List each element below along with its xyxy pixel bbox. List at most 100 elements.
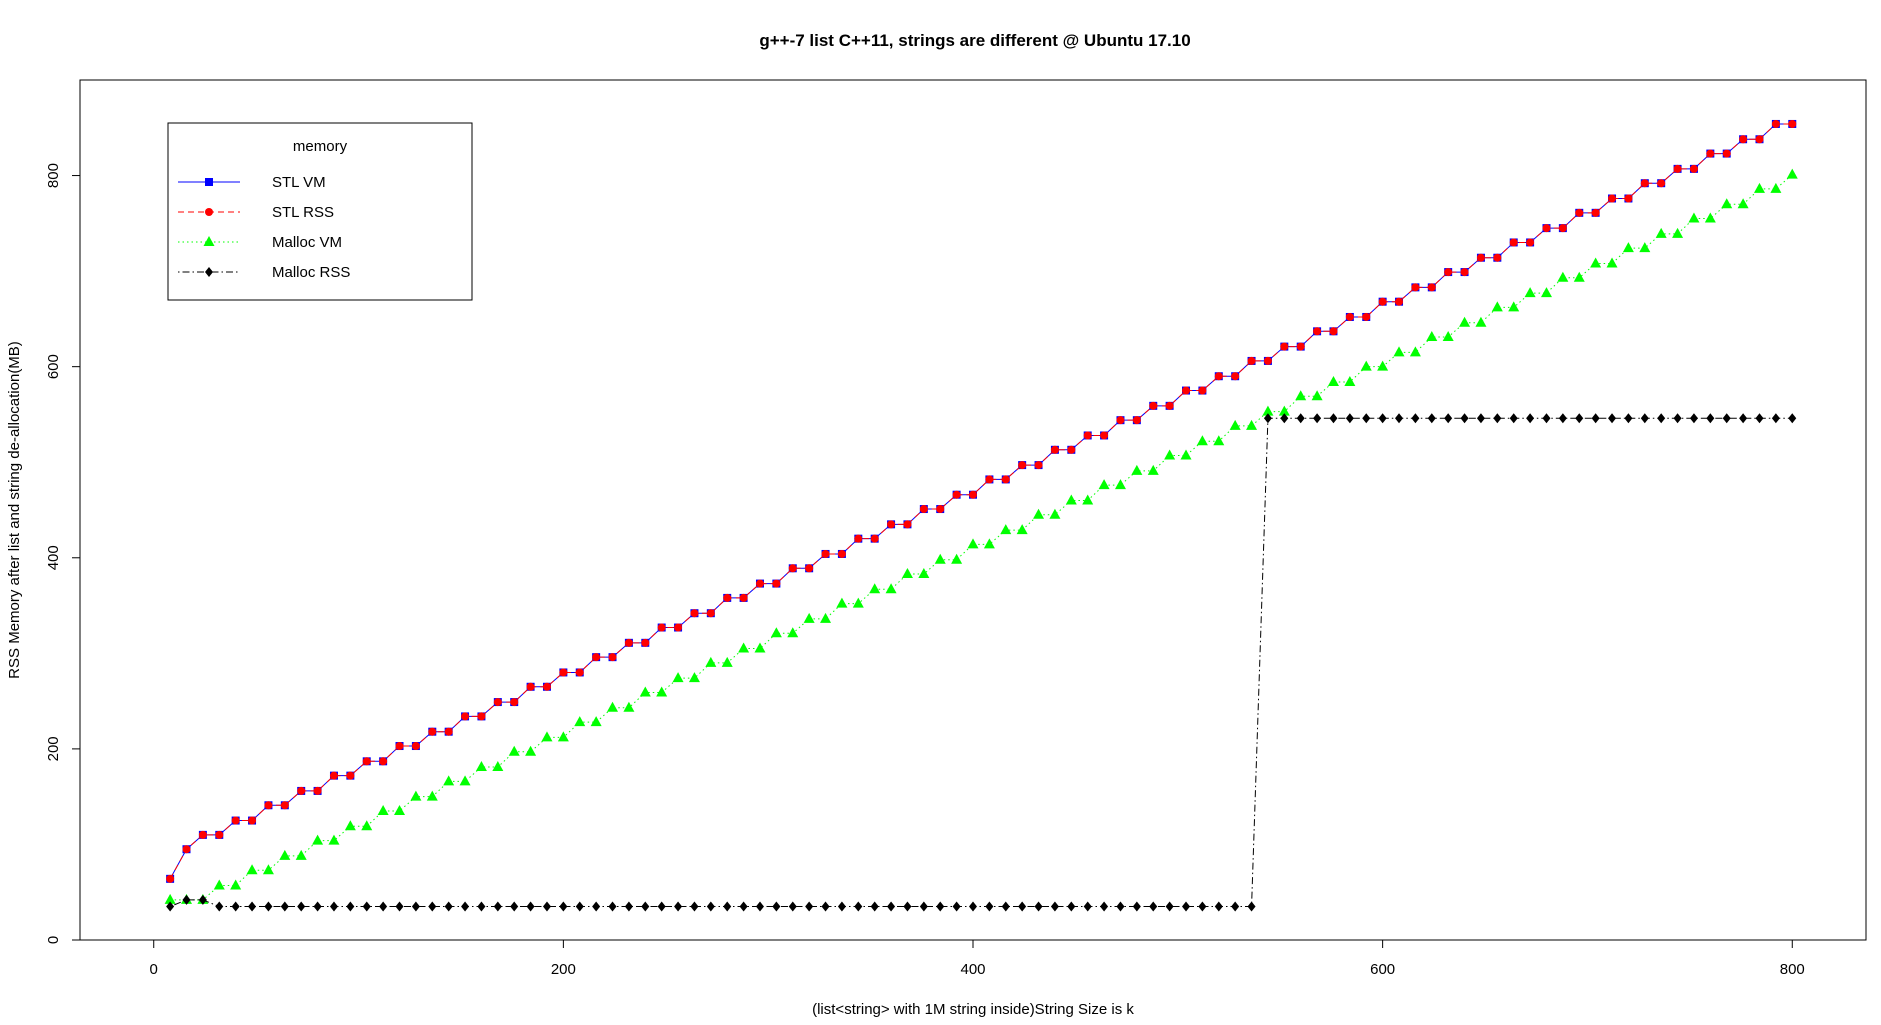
data-point-stl-rss xyxy=(542,682,551,691)
data-point-stl-rss xyxy=(854,534,863,543)
data-point-malloc-vm xyxy=(230,879,242,890)
data-point-stl-rss xyxy=(723,593,732,602)
data-point-malloc-vm xyxy=(1049,508,1061,519)
data-point-malloc-rss xyxy=(936,901,945,912)
data-point-malloc-vm xyxy=(1114,479,1126,490)
data-point-malloc-rss xyxy=(1608,413,1617,424)
data-point-malloc-rss xyxy=(1182,901,1191,912)
data-point-malloc-vm xyxy=(869,583,881,594)
data-point-malloc-rss xyxy=(362,901,371,912)
data-point-malloc-rss xyxy=(1313,413,1322,424)
data-point-malloc-vm xyxy=(1344,375,1356,386)
data-point-malloc-rss xyxy=(1460,413,1469,424)
data-point-stl-rss xyxy=(215,830,224,839)
data-point-stl-rss xyxy=(592,653,601,662)
data-point-malloc-vm xyxy=(1229,419,1241,430)
x-tick-label: 800 xyxy=(1780,961,1805,978)
data-point-stl-rss xyxy=(379,757,388,766)
data-point-stl-rss xyxy=(706,609,715,618)
legend-label-malloc-rss: Malloc RSS xyxy=(272,264,350,281)
data-point-malloc-vm xyxy=(525,745,537,756)
data-point-stl-rss xyxy=(1018,461,1027,470)
data-point-malloc-rss xyxy=(805,901,814,912)
data-point-malloc-vm xyxy=(1672,227,1684,238)
data-point-malloc-vm xyxy=(1377,360,1389,371)
data-point-stl-rss xyxy=(1427,283,1436,292)
data-point-stl-rss xyxy=(1313,327,1322,336)
data-point-malloc-rss xyxy=(1493,413,1502,424)
data-point-malloc-vm xyxy=(344,820,356,831)
legend-marker-stl-rss xyxy=(205,208,213,216)
data-point-stl-rss xyxy=(1493,253,1502,262)
data-point-stl-rss xyxy=(1198,386,1207,395)
data-point-malloc-vm xyxy=(312,834,324,845)
data-point-malloc-rss xyxy=(1689,413,1698,424)
data-point-malloc-rss xyxy=(1755,413,1764,424)
data-point-malloc-rss xyxy=(690,901,699,912)
data-point-stl-rss xyxy=(575,668,584,677)
data-point-malloc-rss xyxy=(1165,901,1174,912)
data-point-malloc-vm xyxy=(1688,212,1700,223)
data-point-stl-rss xyxy=(1526,238,1535,247)
data-point-malloc-rss xyxy=(1018,901,1027,912)
data-point-malloc-vm xyxy=(1639,242,1651,253)
series-malloc-vm xyxy=(164,168,1798,904)
data-point-malloc-rss xyxy=(493,901,502,912)
data-point-malloc-rss xyxy=(248,901,257,912)
data-point-malloc-vm xyxy=(1278,405,1290,416)
data-point-malloc-vm xyxy=(574,716,586,727)
data-point-malloc-rss xyxy=(919,901,928,912)
data-point-malloc-rss xyxy=(411,901,420,912)
data-point-malloc-rss xyxy=(264,901,273,912)
data-point-malloc-vm xyxy=(1737,198,1749,209)
data-point-malloc-rss xyxy=(903,901,912,912)
data-point-stl-rss xyxy=(1444,268,1453,277)
data-point-stl-rss xyxy=(1509,238,1518,247)
data-point-malloc-vm xyxy=(1426,331,1438,342)
data-point-malloc-rss xyxy=(1116,901,1125,912)
data-point-malloc-vm xyxy=(492,761,504,772)
legend-entry-stl-rss: STL RSS xyxy=(178,204,334,221)
data-point-stl-rss xyxy=(1280,342,1289,351)
data-point-malloc-rss xyxy=(1198,901,1207,912)
data-point-stl-rss xyxy=(1640,179,1649,188)
data-point-malloc-rss xyxy=(592,901,601,912)
data-point-malloc-rss xyxy=(444,901,453,912)
data-point-malloc-vm xyxy=(1164,449,1176,460)
data-point-malloc-vm xyxy=(1704,212,1716,223)
data-point-malloc-vm xyxy=(1033,508,1045,519)
series-stl-rss xyxy=(166,119,1797,883)
data-point-malloc-vm xyxy=(1557,271,1569,282)
data-point-malloc-vm xyxy=(1098,479,1110,490)
data-point-malloc-rss xyxy=(1280,413,1289,424)
data-point-stl-rss xyxy=(1050,445,1059,454)
data-point-stl-rss xyxy=(1247,356,1256,365)
data-point-stl-rss xyxy=(1116,416,1125,425)
data-point-malloc-vm xyxy=(623,701,635,712)
data-point-malloc-vm xyxy=(1147,464,1159,475)
chart-title: g++-7 list C++11, strings are different … xyxy=(759,31,1190,50)
data-point-malloc-vm xyxy=(852,597,864,608)
data-point-malloc-rss xyxy=(1149,901,1158,912)
legend-label-stl-vm: STL VM xyxy=(272,174,326,191)
series-line-malloc-rss xyxy=(169,417,1793,908)
data-point-stl-rss xyxy=(477,712,486,721)
data-point-malloc-rss xyxy=(1444,413,1453,424)
data-point-stl-rss xyxy=(1067,445,1076,454)
data-point-malloc-rss xyxy=(526,901,535,912)
y-tick-label: 600 xyxy=(45,354,62,379)
data-point-malloc-vm xyxy=(1491,301,1503,312)
data-point-malloc-vm xyxy=(328,834,340,845)
data-point-stl-rss xyxy=(870,534,879,543)
data-point-stl-rss xyxy=(624,638,633,647)
data-point-malloc-rss xyxy=(641,901,650,912)
data-point-malloc-vm xyxy=(688,672,700,683)
x-tick-label: 200 xyxy=(551,961,576,978)
data-point-malloc-rss xyxy=(1673,413,1682,424)
data-point-stl-rss xyxy=(248,816,257,825)
data-point-malloc-rss xyxy=(1657,413,1666,424)
data-point-malloc-vm xyxy=(1295,390,1307,401)
series-malloc-rss xyxy=(166,413,1797,912)
legend-marker-stl-vm xyxy=(205,178,213,186)
